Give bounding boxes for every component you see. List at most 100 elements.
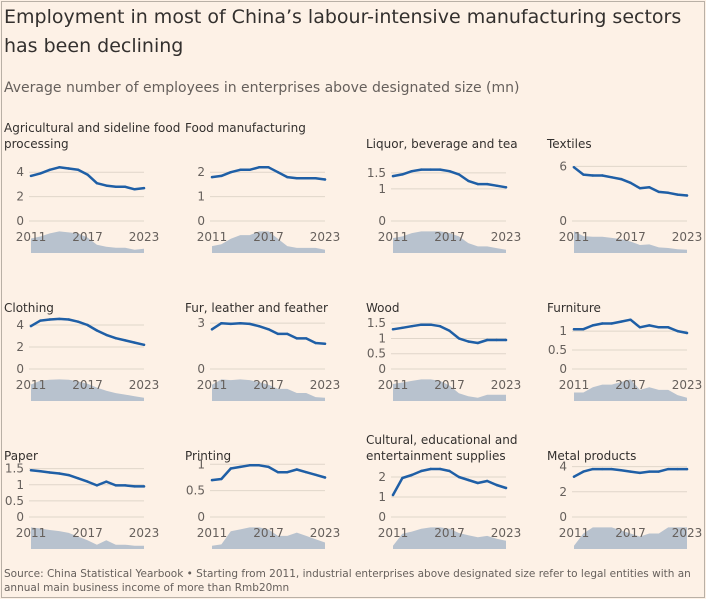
panel-11-point xyxy=(486,479,489,483)
panel-3-point xyxy=(429,168,432,171)
panel-10-point xyxy=(257,464,261,467)
panel-1-ytick-label: 2 xyxy=(16,190,24,204)
panel-12-title: Metal products xyxy=(547,449,636,463)
panel-12-xtick-label: 2017 xyxy=(615,526,646,540)
panel-6-ytick-label: 0 xyxy=(197,362,205,376)
panel-11-point xyxy=(467,478,470,482)
panel-7-series-line xyxy=(391,323,508,345)
panel-7-point xyxy=(486,338,489,342)
panel-10-point xyxy=(323,476,327,479)
panel-9-point xyxy=(114,484,118,487)
panel-2-xtick-label: 2017 xyxy=(253,230,284,244)
panel-4-point xyxy=(638,187,642,190)
panel-2-ytick-label: 0 xyxy=(197,214,205,228)
panel-5-point xyxy=(29,324,33,328)
panel-6-xtick-label: 2023 xyxy=(310,378,341,392)
panel-5-ytick-label: 4 xyxy=(16,318,24,332)
panel-9-point xyxy=(86,480,89,483)
panel-3-ytick-label: 1.5 xyxy=(367,166,386,180)
panel-6-point xyxy=(286,332,289,336)
panel-3-ytick-label: 1 xyxy=(378,182,386,196)
panel-9-xtick-label: 2011 xyxy=(16,526,47,540)
panel-2-point xyxy=(314,177,317,180)
panel-12-point xyxy=(667,467,670,471)
panel-9-point xyxy=(39,470,42,473)
panel-7-point xyxy=(410,325,413,328)
panel-10-point xyxy=(248,464,251,467)
panel-6-point xyxy=(248,322,251,326)
panel-11-point xyxy=(438,467,442,471)
panel-6-ytick-label: 3 xyxy=(197,316,205,330)
panel-5-title: Clothing xyxy=(4,301,54,315)
panel-6-point xyxy=(210,328,214,331)
panel-1-ytick-label: 0 xyxy=(16,214,24,228)
panel-7-point xyxy=(401,326,404,329)
panel-8-point xyxy=(601,322,604,325)
panel-4-ytick-label: 0 xyxy=(559,214,567,228)
panel-7-xtick-label: 2023 xyxy=(491,378,522,392)
panel-11-point xyxy=(448,469,451,473)
panel-3-xtick-label: 2023 xyxy=(491,230,522,244)
panel-4-point xyxy=(582,173,585,176)
panel-3-point xyxy=(410,170,413,173)
panel-9-point xyxy=(58,472,61,475)
panel-9-ytick-label: 0.5 xyxy=(5,494,24,508)
panel-8-xtick-label: 2023 xyxy=(672,378,703,392)
panel-11-point xyxy=(410,473,413,477)
panel-10-ytick-label: 0.5 xyxy=(186,484,205,498)
panel-8-point xyxy=(657,326,660,329)
panel-6-point xyxy=(257,325,261,328)
panel-7-point xyxy=(495,338,498,342)
panel-1-point xyxy=(76,168,80,171)
panel-2-ytick-label: 1 xyxy=(197,190,205,204)
panel-6-point xyxy=(239,322,242,325)
panel-10-ytick-label: 0 xyxy=(197,510,205,524)
panel-10-area xyxy=(212,527,325,549)
panel-8-xtick-label: 2011 xyxy=(559,378,590,392)
panel-7-point xyxy=(467,340,470,343)
panel-7-ytick-label: 0.5 xyxy=(367,347,386,361)
panel-5-ytick-label: 0 xyxy=(16,362,24,376)
panel-8-point xyxy=(572,328,576,331)
panel-2-point xyxy=(220,174,223,178)
panel-7-point xyxy=(391,328,395,331)
panel-7-xtick-label: 2017 xyxy=(434,378,465,392)
panel-2-point xyxy=(276,171,280,174)
panel-9-point xyxy=(76,477,80,480)
chart-subtitle: Average number of employees in enterpris… xyxy=(4,80,520,96)
panel-8-xtick-label: 2017 xyxy=(615,378,646,392)
panel-7-point xyxy=(476,341,479,345)
panel-9-point xyxy=(67,473,70,477)
panel-5-point xyxy=(48,318,51,321)
panel-5-point xyxy=(58,317,61,321)
panel-5-point xyxy=(105,333,108,337)
panel-12-point xyxy=(610,467,613,471)
panel-12-xtick-label: 2011 xyxy=(559,526,590,540)
panel-3-point xyxy=(457,173,461,176)
panel-8-title: Furniture xyxy=(547,301,601,315)
panel-12-point xyxy=(582,470,585,473)
panel-2-point xyxy=(286,175,289,179)
panel-5-xtick-label: 2023 xyxy=(129,378,160,392)
panel-7-point xyxy=(438,325,442,328)
panel-4-series-line xyxy=(572,166,689,197)
panel-8-ytick-label: 0.5 xyxy=(548,343,567,357)
panel-8-area xyxy=(574,379,687,401)
panel-2-ytick-label: 2 xyxy=(197,165,205,179)
panel-2-point xyxy=(210,175,214,179)
panel-1-point xyxy=(124,185,127,188)
panel-7-point xyxy=(504,338,508,342)
panel-2-point xyxy=(248,168,251,171)
panel-11-point xyxy=(457,475,461,479)
panel-1-point xyxy=(48,168,51,171)
panel-1-point xyxy=(29,174,33,178)
panel-1-point xyxy=(105,184,108,187)
panel-10-point xyxy=(276,471,280,474)
panel-4-point xyxy=(676,193,679,196)
panel-1-area xyxy=(31,231,144,253)
panel-6-xtick-label: 2011 xyxy=(197,378,228,392)
panel-5-point xyxy=(39,319,42,322)
panel-6-point xyxy=(323,342,327,345)
panel-7-point xyxy=(429,323,432,326)
